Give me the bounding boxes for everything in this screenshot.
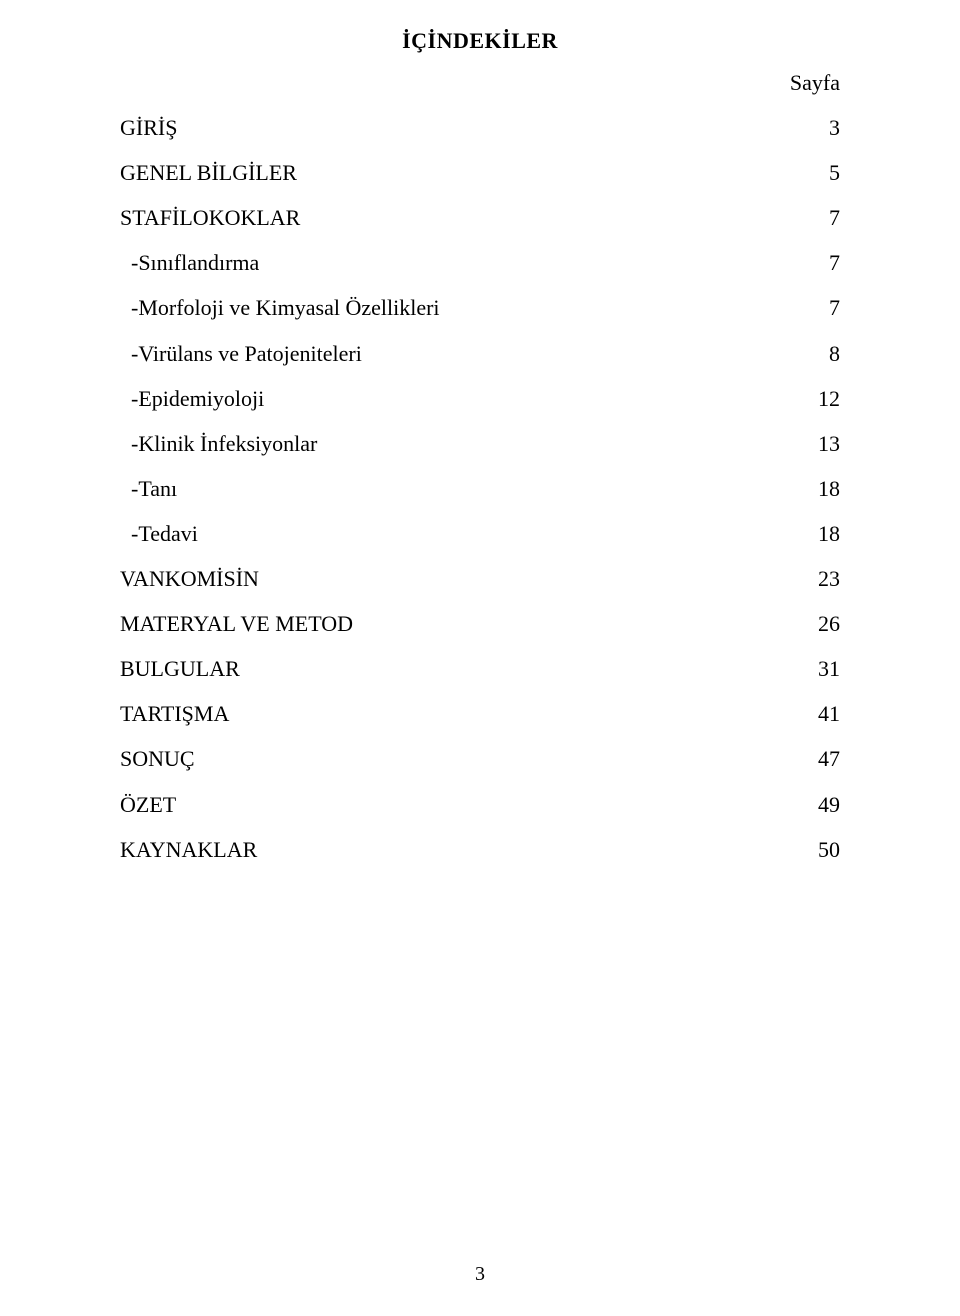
- page-number-footer: 3: [0, 1263, 960, 1286]
- toc-page-num: 7: [780, 195, 840, 240]
- toc-label: ÖZET: [120, 782, 780, 827]
- toc-page-num: 7: [780, 240, 840, 285]
- toc-row: TARTIŞMA 41: [120, 691, 840, 736]
- toc-label: GİRİŞ: [120, 105, 780, 150]
- toc-page-num: 13: [780, 421, 840, 466]
- toc-row: STAFİLOKOKLAR 7: [120, 195, 840, 240]
- toc-row: -Tanı 18: [120, 466, 840, 511]
- toc-page-num: 26: [780, 601, 840, 646]
- toc-page-num: 18: [780, 466, 840, 511]
- toc-page-num: 49: [780, 782, 840, 827]
- document-page: İÇİNDEKİLER Sayfa GİRİŞ 3 GENEL BİLGİLER…: [0, 0, 960, 1316]
- toc-row: MATERYAL VE METOD 26: [120, 601, 840, 646]
- toc-row: KAYNAKLAR 50: [120, 827, 840, 872]
- toc-label: -Sınıflandırma: [120, 240, 780, 285]
- toc-row: GENEL BİLGİLER 5: [120, 150, 840, 195]
- toc-page-num: 12: [780, 376, 840, 421]
- toc-page-num: 3: [780, 105, 840, 150]
- toc-row: -Tedavi 18: [120, 511, 840, 556]
- toc-label: KAYNAKLAR: [120, 827, 780, 872]
- toc-page-label: Sayfa: [780, 60, 840, 105]
- toc-body: GİRİŞ 3 GENEL BİLGİLER 5 STAFİLOKOKLAR 7…: [120, 105, 840, 872]
- toc-page-num: 47: [780, 736, 840, 781]
- toc-label: -Tanı: [120, 466, 780, 511]
- toc-page-num: 41: [780, 691, 840, 736]
- toc-label: VANKOMİSİN: [120, 556, 780, 601]
- toc-label: -Klinik İnfeksiyonlar: [120, 421, 780, 466]
- toc-page-num: 50: [780, 827, 840, 872]
- page-title: İÇİNDEKİLER: [120, 28, 840, 54]
- toc-row: ÖZET 49: [120, 782, 840, 827]
- toc-page-num: 5: [780, 150, 840, 195]
- toc-label: MATERYAL VE METOD: [120, 601, 780, 646]
- toc-label: GENEL BİLGİLER: [120, 150, 780, 195]
- toc-page-num: 31: [780, 646, 840, 691]
- toc-label: STAFİLOKOKLAR: [120, 195, 780, 240]
- toc-header-row: Sayfa: [120, 60, 840, 105]
- toc-row: BULGULAR 31: [120, 646, 840, 691]
- toc-row: -Virülans ve Patojeniteleri 8: [120, 331, 840, 376]
- toc-page-num: 7: [780, 285, 840, 330]
- toc-label: BULGULAR: [120, 646, 780, 691]
- toc-label: TARTIŞMA: [120, 691, 780, 736]
- toc-row: VANKOMİSİN 23: [120, 556, 840, 601]
- toc-row: SONUÇ 47: [120, 736, 840, 781]
- toc-label: -Tedavi: [120, 511, 780, 556]
- toc-label: -Morfoloji ve Kimyasal Özellikleri: [120, 285, 780, 330]
- toc-page-num: 18: [780, 511, 840, 556]
- toc-label: SONUÇ: [120, 736, 780, 781]
- toc-row: -Morfoloji ve Kimyasal Özellikleri 7: [120, 285, 840, 330]
- toc-page-num: 8: [780, 331, 840, 376]
- toc-row: -Sınıflandırma 7: [120, 240, 840, 285]
- toc-header-spacer: [120, 60, 780, 105]
- toc-label: -Virülans ve Patojeniteleri: [120, 331, 780, 376]
- toc-row: -Klinik İnfeksiyonlar 13: [120, 421, 840, 466]
- toc-label: -Epidemiyoloji: [120, 376, 780, 421]
- toc-row: -Epidemiyoloji 12: [120, 376, 840, 421]
- toc-row: GİRİŞ 3: [120, 105, 840, 150]
- toc-page-num: 23: [780, 556, 840, 601]
